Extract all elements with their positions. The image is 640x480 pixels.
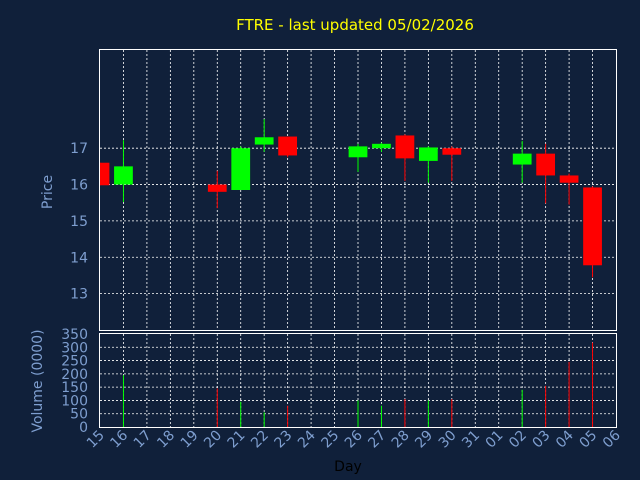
volume-tick-label: 250	[61, 354, 88, 370]
volume-axis-label: Volume (0000)	[30, 329, 46, 432]
day-tick-label: 29	[412, 428, 436, 452]
chart-title: FTRE - last updated 05/02/2026	[236, 16, 474, 34]
price-axis-label: Price	[40, 175, 56, 209]
day-tick-label: 22	[248, 428, 272, 452]
candle-body	[536, 153, 556, 176]
day-tick-label: 26	[342, 427, 366, 451]
price-tick-label: 14	[70, 250, 88, 266]
volume-tick-label: 200	[61, 367, 88, 383]
price-panel-frame	[99, 49, 617, 331]
day-tick-label: 28	[389, 428, 413, 452]
candle-body	[254, 137, 274, 145]
day-tick-label: 02	[506, 428, 530, 452]
candle-body	[278, 136, 298, 156]
day-tick-label: 16	[107, 427, 131, 451]
price-axis: 13 14 15 16 17	[70, 141, 88, 302]
candle-body	[512, 153, 532, 165]
day-axis: 15 16 17 18 19 20 21 22 23 24 25 26 27 28 29 30 31 01 02 03…	[84, 427, 624, 451]
day-tick-label: 01	[483, 428, 507, 452]
candle-body	[114, 166, 133, 185]
candles	[99, 119, 602, 278]
candle-body	[207, 184, 227, 192]
day-tick-label: 05	[576, 428, 600, 452]
day-tick-label: 31	[459, 428, 483, 452]
volume-panel-frame	[99, 333, 617, 428]
price-grid	[100, 50, 616, 330]
day-tick-label: 27	[365, 428, 389, 452]
day-tick-label: 03	[530, 428, 554, 452]
day-tick-label: 06	[600, 427, 624, 451]
day-tick-label: 17	[131, 428, 155, 452]
candle-body	[348, 146, 368, 158]
day-tick-label: 20	[201, 428, 225, 452]
volume-tick-label: 100	[61, 393, 88, 409]
candle-body	[231, 148, 251, 190]
day-tick-label: 04	[553, 427, 577, 451]
day-tick-label: 18	[154, 428, 178, 452]
day-tick-label: 21	[225, 428, 249, 452]
day-tick-label: 24	[295, 427, 319, 451]
volume-bars	[122, 342, 594, 427]
candle-body	[418, 147, 438, 161]
price-tick-label: 15	[70, 214, 88, 230]
price-tick-label: 13	[70, 287, 88, 303]
volume-tick-label: 300	[61, 340, 88, 356]
price-tick-label: 17	[70, 141, 88, 157]
candle-body	[559, 175, 579, 183]
volume-tick-label: 150	[61, 380, 88, 396]
candle-body	[442, 148, 462, 155]
candle-body	[583, 187, 602, 266]
day-tick-label: 25	[318, 428, 342, 452]
day-tick-label: 23	[272, 428, 296, 452]
volume-tick-label: 350	[61, 327, 88, 343]
day-tick-label: 30	[436, 428, 460, 452]
candle-body	[395, 135, 415, 159]
price-tick-label: 16	[70, 178, 88, 194]
candle-body	[372, 143, 391, 149]
day-tick-label: 19	[178, 428, 202, 452]
day-axis-label: Day	[334, 459, 362, 475]
volume-tick-label: 50	[70, 407, 88, 423]
volume-tick-label: 0	[79, 420, 88, 436]
candle-body	[100, 162, 110, 186]
